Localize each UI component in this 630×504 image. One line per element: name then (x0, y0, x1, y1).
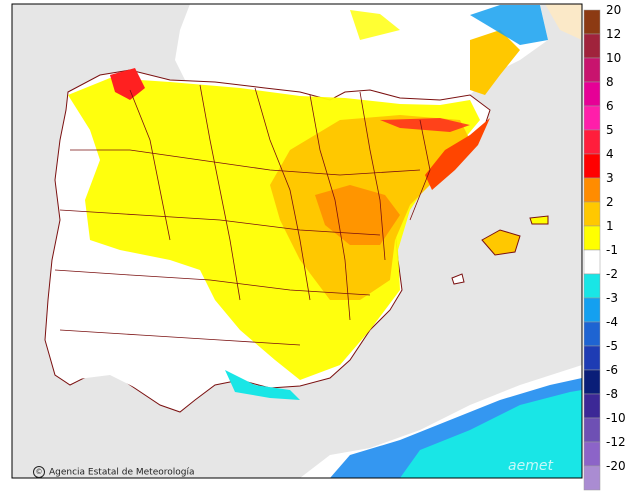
legend-label: 10 (606, 51, 622, 65)
credit-text: © Agencia Estatal de Meteorología (33, 466, 195, 478)
legend-label: -1 (606, 243, 618, 257)
legend-label: 3 (606, 171, 614, 185)
mallorca (481, 229, 521, 256)
legend-label: -2 (606, 267, 618, 281)
legend-swatch (583, 201, 601, 227)
province-borders (54, 84, 431, 346)
legend-label: 4 (606, 147, 614, 161)
legend-swatch (583, 225, 601, 251)
legend-swatch (583, 177, 601, 203)
warm-zone-3 (315, 185, 400, 245)
legend-label: -20 (606, 459, 626, 473)
cool-zone-malaga (225, 370, 300, 400)
legend-swatch (583, 297, 601, 323)
legend-swatch (583, 369, 601, 395)
legend-label: -4 (606, 315, 618, 329)
legend-label: 5 (606, 123, 614, 137)
legend-label: -12 (606, 435, 626, 449)
legend-label: -6 (606, 363, 618, 377)
map-border (11, 3, 583, 479)
warm-zone-4 (425, 118, 490, 190)
ibiza (451, 273, 465, 285)
legend-swatch (583, 105, 601, 131)
warm-zone-asturias (110, 68, 145, 100)
legend-swatch (583, 273, 601, 299)
legend-swatch (583, 321, 601, 347)
legend-label: 8 (606, 75, 614, 89)
legend-swatch (583, 153, 601, 179)
legend-swatch (583, 81, 601, 107)
menorca (529, 215, 549, 225)
legend-label: -5 (606, 339, 618, 353)
legend-swatch (583, 345, 601, 371)
legend-swatch (583, 417, 601, 443)
legend-label: -10 (606, 411, 626, 425)
legend-swatch (583, 129, 601, 155)
france-warm-1 (350, 10, 400, 40)
legend-label: 20 (606, 3, 622, 17)
legend-label: -8 (606, 387, 618, 401)
legend-label: -3 (606, 291, 618, 305)
france-cool-zone (470, 5, 548, 45)
legend-swatch (583, 441, 601, 467)
africa-cyan-zone (400, 390, 582, 478)
copyright-icon: © (33, 466, 45, 478)
warm-zone-ebro (380, 118, 470, 132)
france-land (175, 4, 548, 100)
legend-label: 6 (606, 99, 614, 113)
legend-swatch (583, 393, 601, 419)
legend-colorbar (583, 9, 601, 491)
legend-swatch (583, 249, 601, 275)
neutral-zone-west (50, 250, 220, 400)
legend-label: 12 (606, 27, 622, 41)
legend-swatch (583, 57, 601, 83)
credit-label: Agencia Estatal de Meteorología (49, 467, 195, 478)
legend-swatch (583, 33, 601, 59)
france-warm-2 (470, 30, 520, 95)
legend-swatch (583, 465, 601, 491)
legend-label: 1 (606, 219, 614, 233)
legend-label: 2 (606, 195, 614, 209)
corsica-land (545, 4, 582, 40)
legend-swatch (583, 9, 601, 35)
watermark: aemet (508, 458, 553, 474)
